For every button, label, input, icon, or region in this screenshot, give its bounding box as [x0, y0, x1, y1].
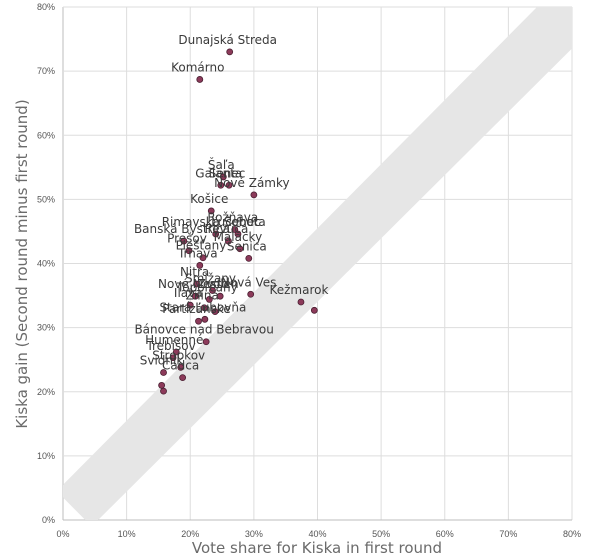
point-label: Revúca — [205, 222, 249, 236]
x-axis-label: Vote share for Kiska in first round — [192, 539, 442, 557]
x-tick-label: 70% — [499, 529, 517, 539]
x-tick-label: 40% — [308, 529, 326, 539]
point-label: Nitra — [180, 265, 209, 279]
diagonal-band — [63, 7, 572, 520]
data-point — [180, 237, 188, 245]
data-point — [202, 338, 210, 346]
point-label: Partizánske — [162, 302, 230, 316]
data-point — [191, 292, 199, 300]
point-label: Galanta — [195, 166, 242, 180]
data-point — [179, 374, 187, 382]
y-axis-label: Kiska gain (Second round minus first rou… — [13, 99, 31, 428]
point-label: Čadca — [162, 358, 199, 373]
data-point — [199, 254, 207, 262]
point-label: Humenné — [145, 333, 203, 347]
x-tick-label: 20% — [181, 529, 199, 539]
point-label: Trebišov — [145, 339, 195, 353]
point-label: Stará Ľubovňa — [159, 300, 246, 314]
data-point — [216, 292, 224, 300]
diagonal-band-shape — [63, 7, 572, 520]
y-tick-label: 50% — [37, 194, 55, 204]
point-label: Rožňava — [207, 211, 258, 225]
point-label: Senica — [227, 239, 267, 253]
point-label: Bánovce nad Bebravou — [134, 323, 273, 337]
data-point — [200, 304, 208, 312]
point-label: Topoľčany — [176, 280, 238, 294]
data-point — [245, 254, 253, 262]
point-label: Rimavská Sobota — [162, 215, 266, 229]
point-label: Stropkov — [152, 348, 205, 362]
x-tick-label: 60% — [436, 529, 454, 539]
point-label: Svidník — [140, 354, 184, 368]
y-tick-label: 0% — [42, 515, 55, 525]
point-label: Nové Zámky — [214, 176, 290, 190]
data-points — [158, 48, 318, 395]
y-tick-label: 30% — [37, 323, 55, 333]
data-point — [195, 317, 202, 325]
data-point — [247, 290, 255, 298]
data-point — [225, 237, 232, 245]
data-point — [310, 306, 318, 314]
point-label: Malacky — [214, 230, 263, 244]
point-label: Senec — [209, 166, 246, 180]
data-point — [201, 315, 209, 323]
data-point — [209, 287, 216, 294]
y-tick-label: 40% — [37, 259, 55, 269]
data-point — [169, 354, 177, 362]
data-point — [186, 301, 194, 309]
x-tick-label: 50% — [372, 529, 390, 539]
x-tick-label: 10% — [118, 529, 136, 539]
x-tick-label: 30% — [245, 529, 263, 539]
data-point — [207, 207, 215, 215]
data-point — [158, 381, 166, 389]
data-point — [211, 308, 219, 315]
data-point — [160, 387, 167, 395]
point-label: Komárno — [171, 60, 224, 74]
y-tick-label: 70% — [37, 66, 55, 76]
point-label: Žilina — [186, 288, 219, 303]
x-tick-label: 0% — [56, 529, 69, 539]
point-label: Zvolen — [198, 277, 239, 291]
data-point — [177, 363, 185, 371]
data-point — [205, 296, 213, 303]
point-label: Nové Mesto — [158, 277, 229, 291]
y-tick-label: 80% — [37, 2, 55, 12]
data-point — [185, 247, 193, 255]
point-label: Ilava — [174, 286, 203, 300]
data-point — [234, 230, 242, 238]
point-label: Košice — [190, 192, 228, 206]
data-point — [217, 181, 225, 189]
data-point — [236, 245, 244, 253]
data-point — [231, 226, 239, 233]
point-labels: Dunajská StredaKomárnoŠaľaGalantaSenecNo… — [134, 33, 329, 373]
data-point — [196, 76, 204, 83]
data-point — [250, 191, 258, 199]
point-label: Dunajská Streda — [178, 33, 277, 47]
data-point — [226, 48, 234, 56]
data-point — [160, 369, 167, 376]
point-label: Nová Ves — [221, 275, 277, 289]
point-label: Trnava — [177, 246, 218, 260]
data-point — [196, 262, 204, 269]
data-point — [219, 173, 227, 181]
tick-labels: 0% 10% 20% 30% 40% 50% 60% 70% 80% 0% 10% 20% 30% 40%… — [37, 2, 581, 539]
y-tick-label: 20% — [37, 387, 55, 397]
point-label: Banská Bystrica — [134, 222, 230, 236]
y-tick-label: 60% — [37, 130, 55, 140]
data-point — [172, 348, 180, 356]
data-point — [212, 230, 220, 238]
data-point — [297, 298, 305, 306]
point-label: Šaľa — [208, 157, 235, 172]
point-label: Lučenec — [211, 215, 261, 229]
y-tick-label: 10% — [37, 451, 55, 461]
point-label: Piešťany — [176, 239, 227, 253]
point-label: Kežmarok — [269, 283, 328, 297]
x-tick-label: 80% — [563, 529, 581, 539]
point-label: Prešov — [167, 232, 207, 246]
data-point — [193, 280, 201, 288]
point-label: Smižany — [185, 271, 236, 285]
data-point — [225, 181, 233, 189]
